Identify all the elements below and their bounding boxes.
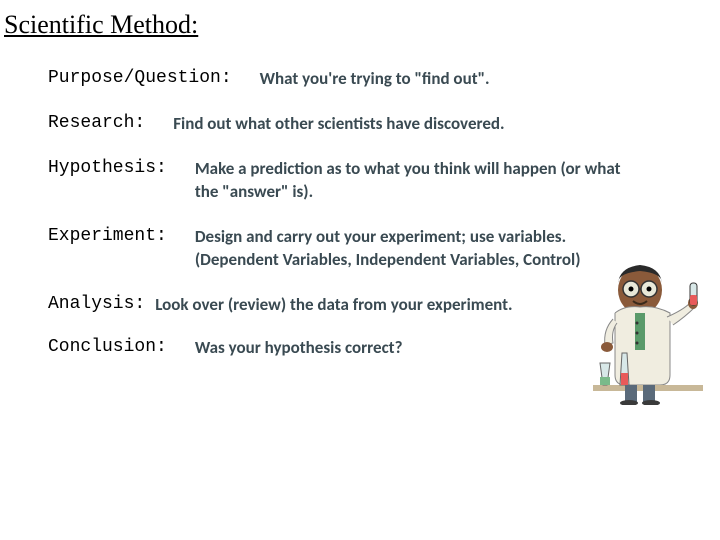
desc-research: Find out what other scientists have disc…	[145, 113, 504, 136]
desc-experiment: Design and carry out your experiment; us…	[167, 226, 581, 272]
label-conclusion: Conclusion:	[48, 337, 167, 357]
desc-hypothesis: Make a prediction as to what you think w…	[167, 158, 621, 204]
row-hypothesis: Hypothesis: Make a prediction as to what…	[48, 158, 720, 204]
row-research: Research: Find out what other scientists…	[48, 113, 720, 136]
label-purpose: Purpose/Question:	[48, 68, 232, 88]
label-analysis: Analysis:	[48, 294, 145, 314]
desc-conclusion: Was your hypothesis correct?	[167, 337, 403, 360]
label-research: Research:	[48, 113, 145, 133]
scientist-illustration-icon	[585, 255, 705, 405]
desc-purpose: What you're trying to "find out".	[232, 68, 490, 91]
label-hypothesis: Hypothesis:	[48, 158, 167, 178]
desc-analysis: Look over (review) the data from your ex…	[145, 294, 512, 315]
label-experiment: Experiment:	[48, 226, 167, 246]
page-title: Scientific Method:	[0, 0, 720, 40]
row-purpose: Purpose/Question: What you're trying to …	[48, 68, 720, 91]
